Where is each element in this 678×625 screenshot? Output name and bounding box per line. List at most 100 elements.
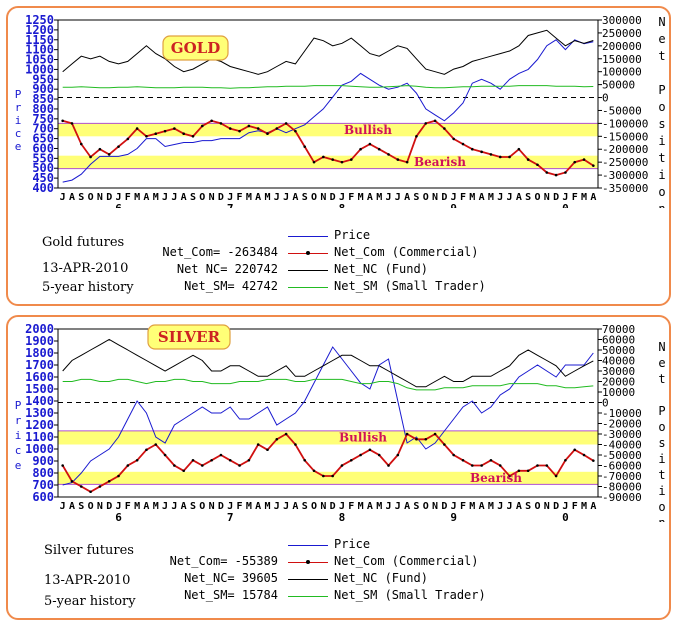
gold-left-axis-title-char: r <box>15 101 22 114</box>
gold-net-com-point <box>284 122 288 125</box>
silver-month-label: J <box>274 501 280 512</box>
silver-net-com-point <box>387 464 390 467</box>
silver-net-com-point <box>294 443 297 446</box>
silver-bullish-label: Bullish <box>339 431 387 445</box>
gold-net-com-point <box>294 129 297 133</box>
gold-net-com-point <box>349 158 353 161</box>
gold-right-axis-title-char: N <box>658 15 665 29</box>
silver-net-com-point <box>312 469 316 473</box>
gold-month-label: D <box>553 192 559 203</box>
silver-net-com-point <box>415 437 418 441</box>
silver-month-label: A <box>404 501 410 512</box>
silver-right-tick-label: -50000 <box>602 449 642 462</box>
gold-legend-name: Net_SM (Small Trader) <box>334 279 486 293</box>
gold-net-com-point <box>387 153 390 156</box>
gold-net-com-point <box>592 164 595 167</box>
gold-year-label: 0 <box>562 202 569 208</box>
silver-month-label: J <box>562 501 568 512</box>
silver-month-label: A <box>516 501 522 512</box>
gold-month-label: M <box>358 192 364 203</box>
gold-net-com-point <box>256 127 260 130</box>
silver-net-com-point <box>443 443 446 446</box>
gold-month-label: A <box>590 192 596 203</box>
gold-month-label: S <box>525 192 531 203</box>
gold-net-com-point <box>461 142 465 146</box>
gold-right-tick-label: -50000 <box>602 104 642 117</box>
gold-net-com-point <box>322 155 325 159</box>
gold-right-axis-title-char: o <box>658 185 665 199</box>
gold-month-label: F <box>460 192 466 203</box>
gold-month-label: A <box>181 192 187 203</box>
silver-net-com-point <box>210 458 213 462</box>
silver-right-tick-label: -30000 <box>602 428 642 441</box>
gold-net-com-point <box>228 127 232 130</box>
silver-net-com-point <box>424 437 428 441</box>
gold-right-tick-label: -350000 <box>602 182 648 195</box>
silver-year-label: 9 <box>450 511 457 522</box>
silver-month-label: N <box>544 501 550 512</box>
gold-month-label: D <box>441 192 447 203</box>
gold-net-com-point <box>424 122 428 125</box>
silver-legend-value: Net_Com= -55389 <box>169 554 278 568</box>
silver-caption-title: Silver futures <box>44 543 134 558</box>
silver-right-tick-label: 10000 <box>602 386 635 399</box>
silver-net-com-point <box>536 464 539 467</box>
gold-net-com-point <box>368 142 372 146</box>
gold-month-label: O <box>423 192 429 203</box>
silver-legend-value: Net_SM= 15784 <box>184 588 278 602</box>
gold-net-com-point <box>489 153 493 156</box>
silver-bearish-zone <box>58 471 598 485</box>
gold-month-label: F <box>572 192 578 203</box>
gold-chart: 1250120011501100105010009509008508007507… <box>15 13 666 208</box>
silver-net-com-point <box>154 443 158 446</box>
gold-right-tick-label: 0 <box>602 92 609 105</box>
gold-series-net-com <box>62 119 594 177</box>
gold-net-com-point <box>163 129 167 133</box>
gold-net-com-point <box>433 119 437 123</box>
silver-month-label: F <box>460 501 466 512</box>
silver-net-com-point <box>266 448 269 452</box>
gold-series-net-sm <box>62 85 594 89</box>
gold-badge-label: GOLD <box>171 39 220 57</box>
silver-net-com-point <box>368 448 372 452</box>
gold-net-com-point <box>359 147 362 151</box>
gold-net-com-point <box>173 127 176 130</box>
silver-badge-box <box>147 324 231 350</box>
silver-left-tick-label: 2000 <box>25 322 54 336</box>
silver-net-com-point <box>89 490 92 494</box>
silver-month-label: D <box>441 501 447 512</box>
gold-caption-title: Gold futures <box>42 235 125 250</box>
silver-net-com-point <box>545 464 549 467</box>
silver-legend-name: Net_NC (Fund) <box>334 571 428 585</box>
gold-month-label: J <box>395 192 401 203</box>
silver-month-label: J <box>227 501 233 512</box>
silver-month-label: J <box>386 501 392 512</box>
gold-legend-name: Net_NC (Fund) <box>334 262 428 276</box>
gold-net-com-point <box>471 147 474 151</box>
gold-net-com-point <box>554 173 558 177</box>
silver-legend: Price Net_Com= -55389 Net_Com (Commercial)… <box>88 537 663 617</box>
silver-caption-date: 13-APR-2010 <box>44 573 131 588</box>
silver-year-label: 0 <box>562 511 569 522</box>
silver-month-label: M <box>581 501 587 512</box>
gold-right-tick-label: 150000 <box>602 53 642 66</box>
silver-net-com-point <box>182 469 185 473</box>
silver-month-label: J <box>283 501 289 512</box>
silver-net-com-point <box>322 474 325 478</box>
gold-net-com-point <box>331 158 334 161</box>
silver-right-axis-title-char: i <box>658 452 665 466</box>
gold-month-label: A <box>516 192 522 203</box>
silver-left-tick-label: 600 <box>32 490 54 504</box>
gold-month-label: F <box>348 192 354 203</box>
silver-month-label: M <box>264 501 270 512</box>
gold-net-com-point <box>303 145 307 148</box>
silver-left-axis-title-char: r <box>15 414 22 427</box>
gold-left-tick-label: 500 <box>32 161 54 175</box>
silver-right-tick-label: -10000 <box>602 407 642 420</box>
gold-month-label: J <box>227 192 233 203</box>
silver-month-label: O <box>88 501 94 512</box>
silver-month-label: M <box>153 501 159 512</box>
gold-left-tick-label: 1100 <box>25 43 54 57</box>
silver-net-com-point <box>135 458 139 462</box>
silver-right-axis-title-char: o <box>658 500 665 514</box>
